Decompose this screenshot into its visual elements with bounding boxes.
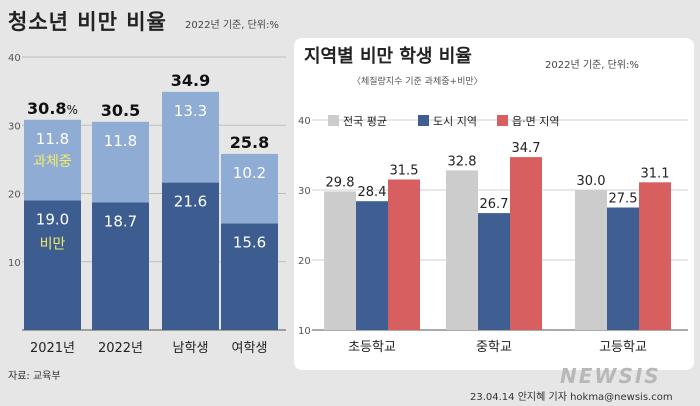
overweight-bar-segment: [221, 153, 278, 224]
bar: [324, 191, 356, 330]
legend-swatch: [418, 115, 429, 126]
overweight-value-label: 11.8: [36, 130, 69, 148]
x-category-label: 초등학교: [348, 340, 396, 355]
legend-label: 읍·면 지역: [512, 115, 559, 128]
y-tick-label: 20: [298, 256, 311, 267]
obese-bar-segment: [92, 202, 149, 330]
x-category-label: 고등학교: [599, 340, 647, 355]
bar-value-label: 26.7: [480, 197, 509, 212]
total-value-label: 34.9: [171, 71, 210, 90]
x-category-label: 2022년: [98, 341, 143, 356]
obese-value-label: 19.0: [36, 210, 69, 228]
legend-label: 도시 지역: [433, 115, 477, 128]
legend-label: 전국 평균: [343, 115, 387, 128]
total-value-label: 30.5: [101, 101, 140, 120]
left-chart-unit-note: 2022년 기준, 단위:%: [185, 20, 279, 31]
right-chart-title: 지역별 비만 학생 비율: [304, 46, 472, 67]
overweight-value-label: 10.2: [233, 164, 266, 182]
obese-bar-segment: [221, 223, 278, 330]
y-tick-label: 20: [8, 190, 21, 201]
bar: [388, 179, 420, 330]
overweight-bar-segment: [162, 91, 219, 183]
series-label-obese: 비만: [40, 236, 66, 252]
bar-value-label: 31.1: [641, 166, 670, 181]
grouped-bar-chart: 10 20 30 40 전국 평균 도시 지역 읍·면 지역 29.828.431.5 초등학교…: [298, 115, 688, 355]
bar-value-label: 29.8: [326, 175, 355, 190]
legend-swatch: [328, 115, 339, 126]
bar: [446, 170, 478, 330]
overweight-bar-segment: [92, 121, 149, 203]
legend-swatch: [497, 115, 508, 126]
bar: [478, 213, 510, 330]
obese-value-label: 21.6: [174, 193, 207, 211]
bar: [575, 190, 607, 330]
overweight-value-label: 11.8: [104, 132, 137, 150]
obese-value-label: 15.6: [233, 234, 266, 252]
total-unit-label: %: [67, 103, 78, 117]
obese-value-label: 18.7: [104, 212, 137, 230]
bar-value-label: 32.8: [448, 154, 477, 169]
stacked-bar-chart: 10 20 30 40 19.0 11.8 30.8% 2021년 18.7 11.8 30.5 20…: [8, 53, 286, 356]
bar-value-label: 31.5: [390, 164, 419, 179]
y-tick-label: 40: [298, 116, 311, 127]
bar-value-label: 28.4: [358, 185, 387, 200]
y-tick-label: 30: [8, 121, 21, 132]
bar: [510, 157, 542, 330]
source-note: 자료: 교육부: [8, 371, 61, 382]
bar: [639, 182, 671, 330]
x-category-label: 중학교: [476, 340, 512, 355]
obese-bar-segment: [162, 182, 219, 330]
obese-bar-segment: [24, 200, 81, 330]
right-chart-subtitle: 〈체질량지수 기준 과체중+비만〉: [352, 77, 483, 87]
bar: [356, 201, 388, 330]
newsis-logo: NEWSIS: [560, 364, 661, 388]
bar-value-label: 34.7: [512, 141, 541, 156]
series-label-overweight: 과체중: [33, 154, 72, 170]
total-value-label: 30.8%: [27, 99, 78, 118]
credit-line: 23.04.14 안지혜 기자 hokma@newsis.com: [470, 392, 673, 403]
y-tick-label: 40: [8, 53, 21, 64]
bar: [607, 207, 639, 330]
left-chart-title: 청소년 비만 비율: [8, 10, 167, 34]
total-value-label: 25.8: [230, 133, 269, 152]
y-tick-label: 30: [298, 186, 311, 197]
x-category-label: 여학생: [232, 341, 268, 356]
right-chart-unit-note: 2022년 기준, 단위:%: [545, 60, 639, 71]
overweight-bar-segment: [24, 119, 81, 201]
bar-value-label: 30.0: [577, 174, 606, 189]
x-category-label: 남학생: [173, 341, 209, 356]
y-tick-label: 10: [8, 258, 21, 269]
x-category-label: 2021년: [30, 341, 75, 356]
bar-value-label: 27.5: [609, 192, 638, 207]
overweight-value-label: 13.3: [174, 102, 207, 120]
y-tick-label: 10: [298, 326, 311, 337]
